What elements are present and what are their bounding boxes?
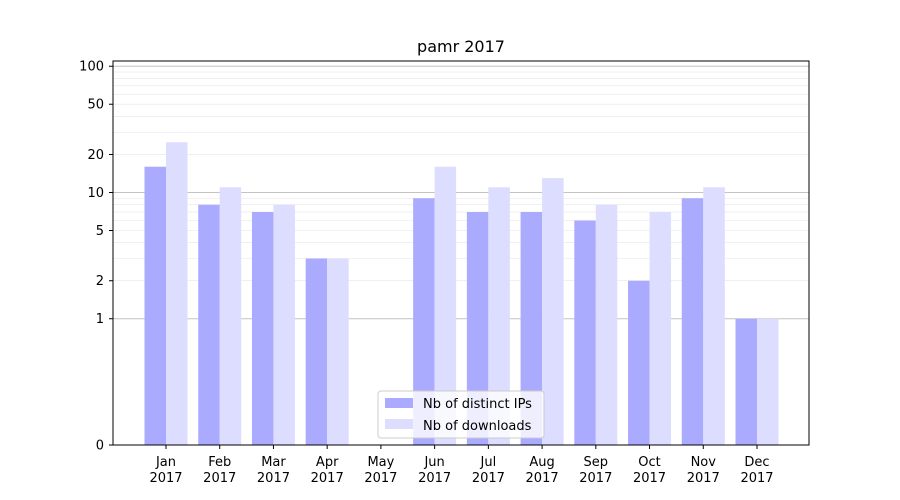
- x-tick-label-month: Jul: [480, 455, 497, 470]
- bar-distinct-ips: [466, 212, 489, 445]
- x-tick-label-year: 2017: [687, 471, 720, 486]
- x-tick-label-month: Jan: [155, 455, 176, 470]
- bar-downloads: [703, 187, 725, 446]
- x-tick-label-year: 2017: [740, 471, 773, 486]
- x-tick-label-year: 2017: [472, 471, 505, 486]
- y-tick-label: 20: [87, 148, 104, 163]
- x-tick-label-year: 2017: [579, 471, 612, 486]
- x-tick-label-year: 2017: [633, 471, 666, 486]
- bar-distinct-ips: [144, 166, 166, 445]
- x-tick-label-month: Feb: [208, 455, 231, 470]
- x-tick-label-month: Jun: [423, 455, 444, 470]
- y-tick-label: 5: [96, 224, 104, 239]
- x-tick-label-month: Oct: [638, 455, 660, 470]
- x-tick-label-month: May: [367, 455, 394, 470]
- bar-distinct-ips: [305, 258, 328, 445]
- bar-distinct-ips: [628, 280, 650, 445]
- legend-swatch-downloads: [385, 419, 413, 429]
- x-tick-label-year: 2017: [311, 471, 344, 486]
- x-tick-label-month: Sep: [584, 455, 609, 470]
- y-tick-label: 10: [87, 186, 104, 201]
- bars-layer: [144, 142, 779, 446]
- bar-distinct-ips: [198, 204, 220, 445]
- x-tick-label-month: Mar: [261, 455, 286, 470]
- y-tick-label: 0: [96, 439, 104, 454]
- x-tick-label-year: 2017: [364, 471, 397, 486]
- bar-downloads: [434, 166, 457, 445]
- x-tick-label-year: 2017: [418, 471, 451, 486]
- bar-downloads: [273, 204, 295, 445]
- x-tick-label-year: 2017: [203, 471, 236, 486]
- bar-downloads: [166, 142, 188, 445]
- bar-downloads: [595, 204, 618, 445]
- bar-distinct-ips: [681, 198, 704, 445]
- x-tick-label-month: Apr: [316, 455, 339, 470]
- x-tick-label-month: Aug: [529, 455, 554, 470]
- bar-downloads: [649, 212, 672, 445]
- x-tick-label-month: Nov: [691, 455, 717, 470]
- bar-downloads: [542, 178, 564, 446]
- bar-distinct-ips: [574, 220, 596, 445]
- x-tick-label-year: 2017: [526, 471, 559, 486]
- bar-distinct-ips: [735, 318, 757, 445]
- plot-frame: [112, 60, 810, 446]
- bar-downloads: [757, 318, 779, 445]
- bar-downloads: [219, 187, 242, 446]
- bar-distinct-ips: [251, 212, 274, 445]
- legend-label-distinct-ips: Nb of distinct IPs: [423, 397, 532, 412]
- y-axis: 0 1 2 5 10 20 50 100: [79, 60, 113, 454]
- x-axis: Jan2017Feb2017Mar2017Apr2017May2017Jun20…: [149, 445, 774, 486]
- bar-distinct-ips: [413, 198, 435, 445]
- legend-box: [377, 390, 545, 439]
- bar-distinct-ips: [520, 212, 543, 445]
- legend: Nb of distinct IPs Nb of downloads: [377, 390, 545, 439]
- x-tick-label-year: 2017: [149, 471, 182, 486]
- y-tick-label: 100: [79, 60, 104, 75]
- y-tick-label: 2: [96, 274, 104, 289]
- bar-downloads: [327, 258, 349, 445]
- x-tick-label-year: 2017: [257, 471, 290, 486]
- bar-downloads: [488, 187, 510, 446]
- y-tick-label: 50: [87, 98, 104, 113]
- legend-swatch-distinct-ips: [385, 398, 413, 408]
- chart-title: pamr 2017: [417, 37, 505, 56]
- y-tick-label: 1: [96, 312, 104, 327]
- legend-label-downloads: Nb of downloads: [423, 419, 532, 434]
- x-tick-label-month: Dec: [744, 455, 769, 470]
